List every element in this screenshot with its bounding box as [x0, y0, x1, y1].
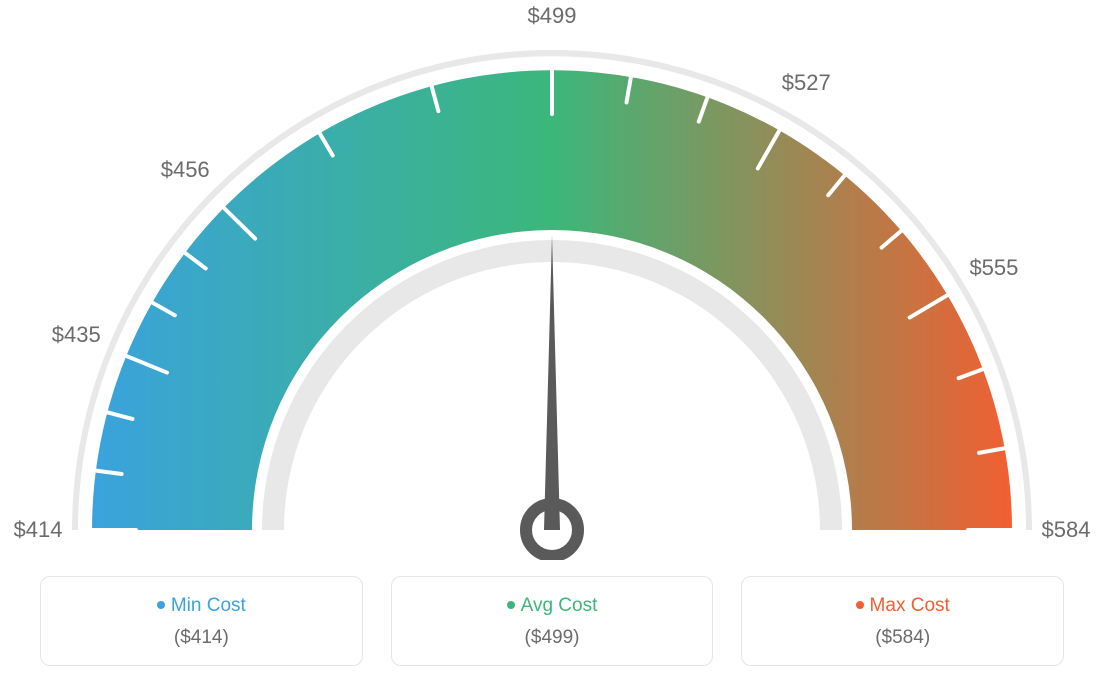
legend-card-avg: Avg Cost ($499) — [391, 576, 714, 666]
legend-row: Min Cost ($414) Avg Cost ($499) Max Cost… — [40, 576, 1064, 666]
legend-title-min: Min Cost — [41, 595, 362, 617]
legend-value-avg: ($499) — [392, 627, 713, 649]
tick-label: $414 — [14, 517, 63, 543]
legend-label-min: Min Cost — [171, 595, 246, 616]
tick-label: $555 — [969, 255, 1018, 281]
legend-title-avg: Avg Cost — [392, 595, 713, 617]
legend-dot-max — [856, 601, 864, 609]
tick-label: $435 — [52, 322, 101, 348]
tick-label: $527 — [782, 70, 831, 96]
legend-title-max: Max Cost — [742, 595, 1063, 617]
tick-label: $584 — [1042, 517, 1091, 543]
tick-label: $456 — [161, 157, 210, 183]
legend-label-avg: Avg Cost — [521, 595, 598, 616]
legend-card-max: Max Cost ($584) — [741, 576, 1064, 666]
legend-dot-avg — [507, 601, 515, 609]
legend-card-min: Min Cost ($414) — [40, 576, 363, 666]
legend-dot-min — [157, 601, 165, 609]
legend-value-max: ($584) — [742, 627, 1063, 649]
tick-label: $499 — [528, 3, 577, 29]
legend-value-min: ($414) — [41, 627, 362, 649]
gauge-svg — [0, 0, 1104, 560]
gauge-chart: $414 $435 $456 $499 $527 $555 $584 — [0, 0, 1104, 560]
legend-label-max: Max Cost — [870, 595, 950, 616]
